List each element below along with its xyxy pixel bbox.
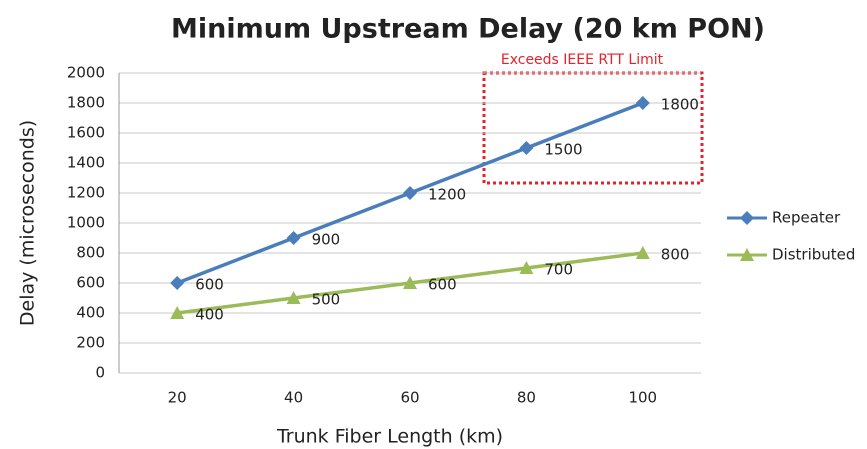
y-axis-label: Delay (microseconds) (17, 120, 39, 326)
data-label: 1200 (428, 186, 466, 204)
marker (403, 276, 417, 289)
y-tick-label: 1600 (67, 124, 105, 142)
marker (170, 306, 185, 319)
y-tick-label: 1400 (67, 154, 105, 172)
marker (635, 96, 650, 110)
legend-label: Distributed (772, 246, 855, 264)
y-tick-label: 400 (76, 304, 105, 322)
annotation: Exceeds IEEE RTT Limit (501, 52, 664, 68)
chart-title: Minimum Upstream Delay (20 km PON) (171, 14, 765, 45)
y-tick-label: 1200 (67, 184, 105, 202)
marker (403, 186, 417, 200)
y-tick-label: 0 (95, 364, 105, 382)
y-tick-label: 1000 (67, 214, 105, 232)
x-tick-label: 20 (168, 389, 187, 407)
data-label: 600 (195, 276, 224, 294)
data-label: 1800 (661, 96, 699, 114)
x-tick-label: 40 (284, 389, 303, 407)
data-label: 1500 (544, 141, 582, 159)
marker (519, 141, 534, 155)
x-axis-label: Trunk Fiber Length (km) (276, 426, 503, 448)
data-label: 800 (661, 246, 690, 264)
y-tick-label: 1800 (67, 94, 105, 112)
marker (519, 261, 534, 274)
x-tick-label: 80 (517, 389, 536, 407)
marker (286, 231, 301, 245)
legend-label: Repeater (772, 209, 841, 227)
data-label: 400 (195, 306, 224, 324)
data-label: 500 (312, 291, 341, 309)
data-label: 700 (544, 261, 573, 279)
x-tick-label: 60 (400, 389, 419, 407)
marker (170, 276, 185, 290)
y-tick-label: 2000 (67, 64, 105, 82)
marker (740, 211, 754, 225)
y-tick-label: 600 (76, 274, 105, 292)
marker (740, 248, 754, 261)
data-label: 600 (428, 276, 457, 294)
y-tick-label: 200 (76, 334, 105, 352)
y-tick-label: 800 (76, 244, 105, 262)
x-tick-label: 100 (628, 389, 657, 407)
marker (635, 246, 650, 259)
annotation-box (482, 71, 704, 185)
marker (286, 291, 301, 304)
data-label: 900 (312, 231, 341, 249)
